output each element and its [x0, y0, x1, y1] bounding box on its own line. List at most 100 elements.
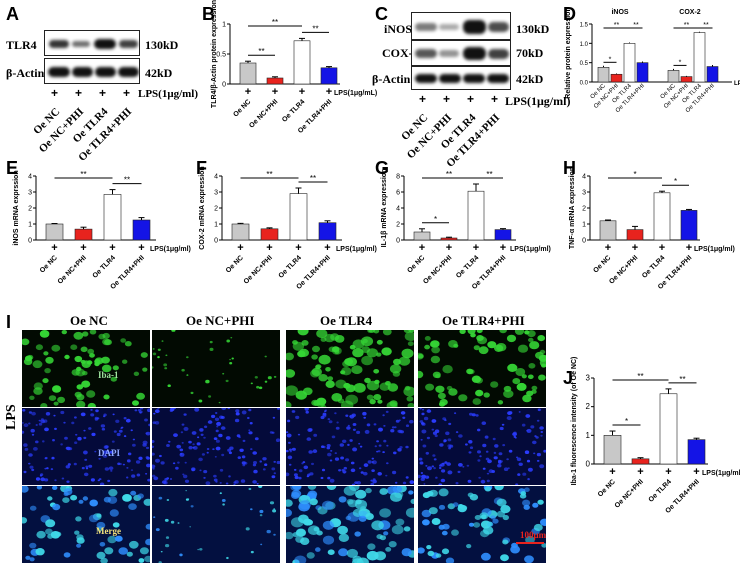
group-label: Oe NC+PHI [608, 254, 639, 285]
y-axis-label: iNOS mRNA exprssion [13, 170, 20, 245]
y-tick-label: 3 [586, 374, 591, 383]
y-tick-label: 0.5 [580, 61, 589, 67]
bar [232, 224, 249, 240]
y-tick-label: 3 [28, 190, 32, 197]
y-axis-label: Iba-1 fluorescence intensity (of Oe NC) [571, 357, 578, 486]
y-tick-label: 1.0 [580, 42, 589, 48]
significance-marker: ** [633, 22, 639, 29]
bar [495, 230, 511, 240]
bar [681, 210, 697, 240]
lps-label: LPS(1μg/ml) [510, 246, 551, 253]
group-label: Oe TLR4 [641, 254, 666, 279]
bar [598, 67, 609, 82]
plus-sign: + [686, 242, 692, 254]
y-tick-label: 3 [214, 190, 218, 197]
y-axis-label: TNF-α mRNA expression [569, 167, 576, 249]
group-label: Oe NC [406, 254, 426, 274]
bar [627, 230, 643, 240]
plus-sign: + [326, 86, 332, 98]
micro-row-label-merge: Merge [96, 526, 121, 536]
y-axis-label: IL-1β mRNA expression [381, 169, 388, 248]
group-label: Oe TLR4 [281, 98, 306, 123]
y-tick-label: 0 [28, 238, 32, 245]
micro-col-title: Oe TLR4 [320, 313, 372, 329]
plus-sign: + [609, 466, 615, 478]
lps-label: LPS(1μg/ml) [694, 246, 735, 253]
y-tick-label: 0 [586, 460, 591, 469]
scale-bar [516, 542, 544, 544]
bar [688, 440, 705, 464]
plus-sign: + [299, 86, 305, 98]
group-label: Oe NC+PHI [614, 478, 645, 509]
group-label: Oe NC [232, 98, 252, 118]
y-tick-label: 0 [222, 82, 226, 89]
significance-marker: ** [312, 24, 318, 33]
micro-tile [286, 408, 414, 485]
y-tick-label: 3 [582, 190, 586, 197]
group-label: Oe TLR4 [92, 254, 117, 279]
micro-side-label: LPS [4, 404, 20, 430]
bar [441, 238, 457, 240]
significance-marker: * [434, 215, 437, 224]
group-label: Oe NC+PHI [422, 254, 453, 285]
significance-marker: ** [703, 22, 709, 29]
y-tick-label: 2 [582, 206, 586, 213]
bar [660, 394, 677, 464]
bar [604, 435, 621, 464]
micro-tile [152, 330, 280, 407]
plus-sign: + [266, 242, 272, 254]
group-label: Oe NC [592, 254, 612, 274]
y-tick-label: 1 [28, 222, 32, 229]
y-tick-label: 6 [396, 190, 400, 197]
micro-tile [152, 486, 280, 563]
significance-marker: ** [124, 176, 130, 185]
y-tick-label: 1 [222, 22, 226, 29]
significance-marker: * [679, 59, 682, 66]
subpanel-title: COX-2 [679, 9, 701, 16]
y-tick-label: 0.0 [580, 81, 589, 87]
scale-bar-label: 100μm [520, 530, 546, 540]
micro-tile [286, 330, 414, 407]
significance-marker: * [609, 56, 612, 63]
micro-tile [286, 486, 414, 563]
y-tick-label: 1.5 [580, 23, 589, 29]
plus-sign: + [245, 86, 251, 98]
plus-sign: + [659, 242, 665, 254]
bar [707, 67, 718, 82]
significance-marker: * [633, 170, 636, 179]
plus-sign: + [605, 242, 611, 254]
significance-marker: ** [486, 170, 492, 179]
significance-marker: * [625, 417, 628, 426]
bar [681, 77, 692, 82]
group-label: Oe NC+PHI [243, 254, 274, 285]
micro-tile [418, 330, 546, 407]
y-tick-label: 4 [396, 206, 400, 213]
group-label: Oe NC [597, 478, 617, 498]
micro-tile [22, 408, 150, 485]
significance-marker: ** [637, 372, 643, 381]
lps-label: LPS(1μg/ml) [734, 81, 740, 87]
lps-label: LPS(1μg/ml) [336, 246, 377, 253]
significance-marker: ** [684, 22, 690, 29]
bar [104, 194, 121, 240]
bar [694, 33, 705, 82]
bar [468, 191, 484, 240]
plus-sign: + [500, 242, 506, 254]
plus-sign: + [51, 242, 57, 254]
bar [600, 221, 616, 240]
plus-sign: + [632, 242, 638, 254]
plus-sign: + [693, 466, 699, 478]
group-label: Oe NC [39, 254, 59, 274]
bar [611, 74, 622, 82]
micro-tile [418, 486, 546, 563]
bar [294, 41, 310, 84]
micro-tile [152, 408, 280, 485]
group-label: Oe NC [225, 254, 245, 274]
y-axis-label: TLR4/β-Actin protein expression [211, 0, 218, 108]
micro-row-label-dapi: DAPI [98, 448, 120, 458]
y-tick-label: 2 [586, 402, 591, 411]
plus-sign: + [419, 242, 425, 254]
group-label: Oe TLR4 [648, 478, 673, 503]
plus-sign: + [295, 242, 301, 254]
y-axis-label: COX-2 mRNA expression [199, 166, 206, 249]
